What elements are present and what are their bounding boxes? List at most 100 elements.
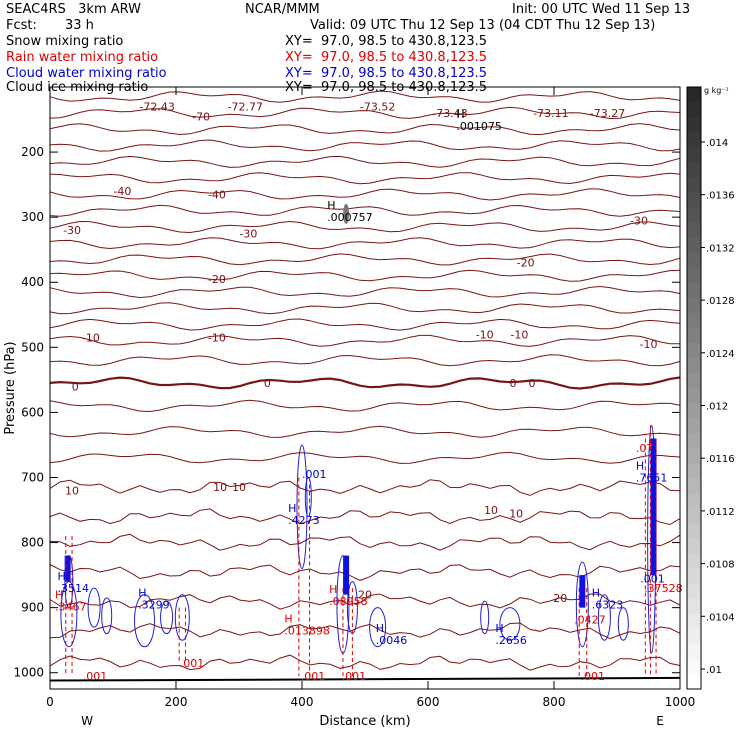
temperature-contour: [49, 425, 681, 438]
colorbar-swatch: [687, 357, 701, 374]
temperature-label: -70: [192, 110, 210, 123]
extremum-mark: H: [55, 588, 63, 601]
colorbar-frame: [686, 86, 702, 690]
field-rain-name: Rain water mixing ratio: [6, 50, 159, 65]
colorbar-label: .0136: [706, 191, 735, 202]
colorbar-swatch: [687, 147, 701, 163]
extremum-mark: H: [376, 622, 384, 635]
extremum-value: .08958: [329, 595, 368, 608]
colorbar-swatch: [687, 327, 701, 344]
extremum-value: .3467: [55, 600, 87, 613]
colorbar-swatch: [687, 177, 701, 193]
colorbar-swatch: [687, 628, 701, 645]
cloud-water-core: [64, 555, 71, 582]
field-rain-xy: XY= 97.0, 98.5 to 430.8,123.5: [285, 50, 488, 65]
colorbar-swatch: [687, 463, 701, 479]
temperature-contour: [49, 220, 681, 234]
temperature-label: 0: [510, 377, 517, 390]
temperature-contour: [49, 622, 681, 640]
y-tick-label: 400: [21, 275, 44, 289]
colorbar-unit: g kg⁻¹: [704, 86, 729, 95]
extremum-mark: H: [58, 570, 66, 583]
extremum-value: .001: [640, 572, 665, 585]
temperature-contour: [49, 318, 681, 331]
extremum-value: .001: [342, 670, 367, 683]
x-tick-label: 400: [291, 695, 314, 709]
forecast-label: Fcst:: [6, 18, 37, 33]
temperature-label: 0: [528, 377, 535, 390]
colorbar-label: .0124: [706, 349, 735, 360]
extremum-value: .37528: [644, 582, 683, 595]
extremum-mark: H: [327, 199, 335, 212]
temperature-label: -20: [517, 257, 535, 270]
cloud-water-contour: [597, 594, 611, 641]
extremum-value: .000757: [327, 211, 373, 224]
y-tick-label: 500: [21, 340, 44, 354]
temperature-label: -30: [63, 224, 81, 237]
extremum-value: .001: [180, 657, 205, 670]
colorbar-swatch: [687, 312, 701, 329]
temperature-contour: [49, 654, 681, 671]
extremum-mark: H: [495, 622, 503, 635]
colorbar-swatch: [687, 87, 701, 103]
colorbar-swatch: [687, 433, 701, 449]
colorbar-swatch: [687, 613, 701, 630]
colorbar-swatch: [687, 192, 701, 208]
colorbar-swatch: [687, 162, 701, 178]
temperature-label: 10: [65, 485, 79, 498]
colorbar-swatch: [687, 553, 701, 570]
cloud-water-contour: [575, 561, 589, 648]
organization: NCAR/MMM: [245, 2, 320, 17]
temperature-label: 10: [213, 481, 227, 494]
extremum-value: .7651: [636, 471, 668, 484]
cloud-water-contour: [617, 607, 629, 641]
cloud-water-contour: [174, 594, 190, 641]
colorbar-swatch: [687, 598, 701, 615]
colorbar-swatch: [687, 673, 701, 690]
temperature-label: -10: [208, 332, 226, 345]
temperature-contour: [49, 253, 681, 266]
colorbar-swatch: [687, 448, 701, 464]
y-tick-label: 900: [21, 601, 44, 615]
extremum-value: .3514: [58, 582, 89, 595]
temperature-label: -30: [630, 214, 648, 227]
surface-line: [49, 676, 681, 682]
colorbar-swatch: [687, 222, 701, 238]
x-tick-label: 0: [46, 695, 54, 709]
x-tick-label: 200: [165, 695, 188, 709]
forecast-hours: 33 h: [65, 18, 94, 33]
colorbar-swatch: [687, 372, 701, 389]
colorbar: .014 .0136 .0132 .0128 .0124 .012 .0116 .0112 .0…: [686, 86, 735, 690]
extremum-value: .6323: [592, 598, 624, 611]
temperature-contour: [49, 139, 681, 152]
temperature-label: -72.43: [139, 101, 174, 114]
temperature-contour: [49, 172, 681, 185]
west-label: W: [81, 714, 93, 728]
temperature-contours: [49, 90, 681, 682]
temperature-contour: [49, 564, 681, 581]
extremum-mark: H: [284, 612, 292, 625]
y-tick-label: 1000: [13, 666, 44, 680]
temperature-contour: [49, 155, 681, 168]
extremum-value: .001: [302, 468, 327, 481]
colorbar-swatch: [687, 207, 701, 223]
x-tick-label: 800: [543, 695, 566, 709]
extremum-value: .0427: [574, 613, 606, 626]
temperature-contour: [49, 106, 681, 120]
temperature-contour: [49, 269, 681, 282]
temperature-label: -73.11: [533, 107, 568, 120]
colorbar-label: .014: [706, 138, 728, 149]
temperature-label: 0: [72, 380, 79, 393]
colorbar-swatch: [687, 658, 701, 675]
plot-frame: [49, 86, 681, 690]
extremum-mark: H: [329, 583, 337, 596]
cloud-water-contour: [480, 600, 490, 635]
cloud-water-contour: [499, 607, 521, 641]
temperature-label: -10: [640, 338, 658, 351]
colorbar-swatch: [687, 418, 701, 434]
colorbar-label: .0116: [706, 454, 735, 465]
colorbar-swatch: [687, 568, 701, 585]
extremum-value: .001: [301, 670, 326, 683]
extremum-value: .001: [580, 670, 605, 683]
